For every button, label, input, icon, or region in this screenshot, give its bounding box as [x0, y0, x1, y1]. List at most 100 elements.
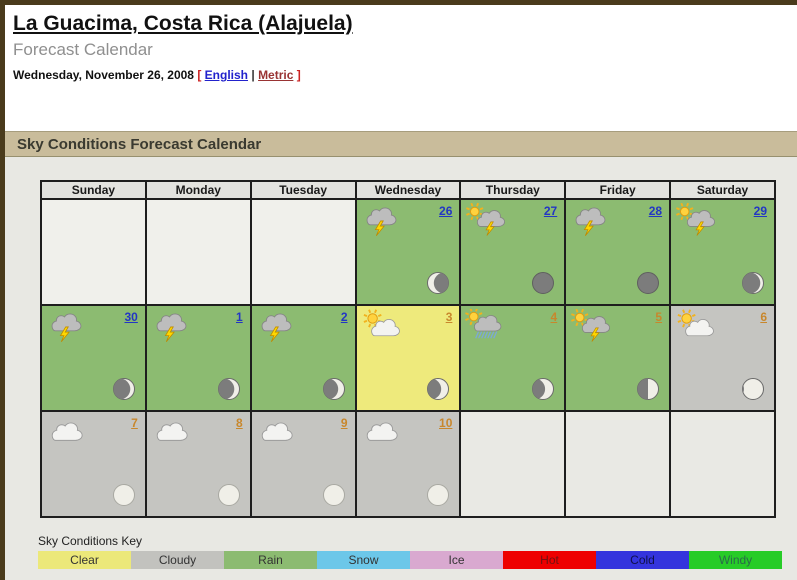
key-item-cloudy: Cloudy	[131, 551, 224, 569]
sky-conditions-key: Sky Conditions Key Clear Cloudy Rain Snow Ic…	[38, 534, 797, 569]
page-title: La Guacima, Costa Rica (Alajuela)	[13, 12, 353, 35]
day-link[interactable]: 5	[655, 310, 663, 324]
calendar-cell: 26	[354, 198, 462, 306]
key-color-row: Clear Cloudy Rain Snow Ice Hot Cold Windy	[38, 551, 782, 569]
day-link[interactable]: 28	[648, 204, 663, 218]
day-link[interactable]: 3	[445, 310, 453, 324]
day-link[interactable]: 1	[236, 310, 243, 324]
calendar-cell: 9	[249, 410, 357, 518]
calendar-cell: 1	[144, 304, 252, 412]
day-link[interactable]: 6	[760, 310, 767, 324]
day-link[interactable]: 10	[439, 416, 453, 430]
key-label: Sky Conditions Key	[38, 534, 143, 548]
moon-phase-icon	[321, 376, 347, 402]
empty-calendar-cell	[459, 410, 567, 518]
calendar-row: 26 27 28 29	[40, 198, 776, 306]
moon-phase-icon	[635, 270, 661, 296]
date-line: Wednesday, November 26, 2008 [ English |…	[13, 68, 797, 82]
calendar-cell: 3	[354, 304, 462, 412]
calendar-cell: 6	[669, 304, 776, 412]
calendar-cell: 28	[564, 198, 672, 306]
moon-phase-icon	[425, 270, 451, 296]
moon-phase-icon	[216, 482, 242, 508]
moon-phase-icon	[216, 376, 242, 402]
empty-calendar-cell	[249, 198, 357, 306]
partly-cloudy-icon	[361, 309, 405, 343]
key-item-cold: Cold	[596, 551, 689, 569]
calendar-cell: 5	[564, 304, 672, 412]
weekday-header-sunday: Sunday	[40, 180, 147, 200]
thunderstorm-icon	[570, 203, 614, 237]
thunderstorm-icon	[361, 203, 405, 237]
calendar-cell: 7	[40, 410, 147, 518]
empty-calendar-cell	[669, 410, 776, 518]
calendar-cell: 27	[459, 198, 567, 306]
calendar-cell: 10	[354, 410, 462, 518]
day-link[interactable]: 29	[753, 204, 767, 218]
weekday-header-row: Sunday Monday Tuesday Wednesday Thursday…	[40, 180, 776, 200]
calendar-cell: 2	[249, 304, 357, 412]
section-title: Sky Conditions Forecast Calendar	[17, 136, 262, 153]
sun-thunderstorm-icon	[465, 202, 509, 237]
weekday-header-saturday: Saturday	[669, 180, 776, 200]
sun-rain-icon	[465, 307, 509, 343]
day-link[interactable]: 2	[340, 310, 348, 324]
moon-phase-icon	[530, 376, 556, 402]
calendar-row: 7 8 9 10	[40, 410, 776, 518]
moon-phase-icon	[740, 376, 766, 402]
calendar-row: 30 1 2 3 4 5 6	[40, 304, 776, 412]
key-item-hot: Hot	[503, 551, 596, 569]
english-link[interactable]: English	[204, 68, 249, 82]
sun-thunderstorm-icon	[675, 202, 719, 237]
cloudy-icon	[46, 415, 90, 449]
key-item-snow: Snow	[317, 551, 410, 569]
day-link[interactable]: 9	[340, 416, 348, 430]
cloudy-icon	[361, 415, 405, 449]
moon-phase-icon	[425, 482, 451, 508]
calendar-cell: 30	[40, 304, 147, 412]
key-item-clear: Clear	[38, 551, 131, 569]
bracket-open: [	[197, 68, 202, 82]
moon-phase-icon	[111, 376, 137, 402]
sun-thunderstorm-icon	[570, 308, 614, 343]
day-link[interactable]: 7	[131, 416, 138, 430]
weekday-header-tuesday: Tuesday	[249, 180, 357, 200]
moon-phase-icon	[635, 376, 661, 402]
link-separator: |	[251, 68, 255, 82]
thunderstorm-icon	[256, 309, 300, 343]
metric-link[interactable]: Metric	[258, 68, 294, 82]
key-item-rain: Rain	[224, 551, 317, 569]
bracket-close: ]	[296, 68, 301, 82]
page-subtitle: Forecast Calendar	[13, 40, 153, 59]
moon-phase-icon	[740, 270, 766, 296]
day-link[interactable]: 26	[439, 204, 453, 218]
thunderstorm-icon	[151, 309, 195, 343]
cloudy-icon	[151, 415, 195, 449]
key-item-ice: Ice	[410, 551, 503, 569]
date-text: Wednesday, November 26, 2008	[13, 68, 194, 82]
empty-calendar-cell	[564, 410, 672, 518]
moon-phase-icon	[530, 270, 556, 296]
moon-phase-icon	[111, 482, 137, 508]
calendar-cell: 29	[669, 198, 776, 306]
key-item-windy: Windy	[689, 551, 782, 569]
moon-phase-icon	[321, 482, 347, 508]
cloudy-icon	[256, 415, 300, 449]
moon-phase-icon	[425, 376, 451, 402]
weekday-header-monday: Monday	[144, 180, 252, 200]
day-link[interactable]: 27	[543, 204, 558, 218]
weekday-header-thursday: Thursday	[459, 180, 567, 200]
empty-calendar-cell	[40, 198, 147, 306]
day-link[interactable]: 4	[550, 310, 558, 324]
day-link[interactable]: 30	[124, 310, 138, 324]
weekday-header-friday: Friday	[564, 180, 672, 200]
calendar-content: Sunday Monday Tuesday Wednesday Thursday…	[5, 157, 797, 580]
forecast-calendar-table: Sunday Monday Tuesday Wednesday Thursday…	[40, 180, 776, 518]
calendar-cell: 4	[459, 304, 567, 412]
partly-cloudy-icon	[675, 309, 719, 343]
calendar-cell: 8	[144, 410, 252, 518]
page-header: La Guacima, Costa Rica (Alajuela) Foreca…	[5, 5, 797, 131]
day-link[interactable]: 8	[236, 416, 243, 430]
thunderstorm-icon	[46, 309, 90, 343]
